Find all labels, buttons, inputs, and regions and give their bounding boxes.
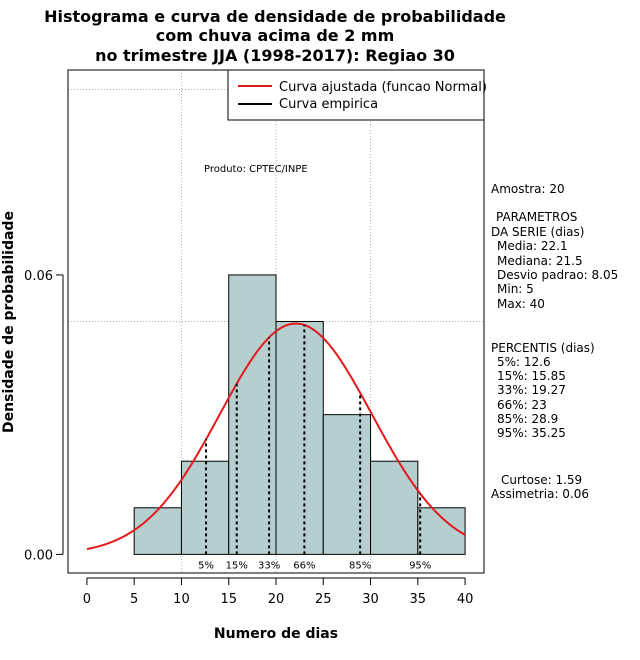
- x-tick-label: 0: [83, 592, 91, 607]
- histogram-bar: [322, 414, 372, 555]
- percentile-label: 66%: [293, 560, 315, 571]
- stats-panel: Amostra: 20 PARAMETROS DA SERIE (dias) M…: [491, 182, 618, 501]
- x-tick-label: 40: [457, 592, 474, 607]
- chart-title-line-1: Histograma e curva de densidade de proba…: [44, 7, 506, 26]
- fitted-normal-curve: [86, 322, 466, 551]
- stat-p15: 15%: 15.85: [497, 369, 566, 383]
- histogram-bar: [275, 321, 324, 555]
- legend-label-empirical-curve: Curva empirica: [279, 97, 378, 112]
- stat-param-header-2: DA SERIE (dias): [491, 225, 584, 239]
- stat-perc-header: PERCENTIS (dias): [491, 341, 595, 355]
- x-tick-label: 20: [268, 592, 285, 607]
- stat-min: Min: 5: [497, 282, 534, 296]
- stat-amostra: Amostra: 20: [491, 182, 565, 196]
- y-tick-label: 0.06: [24, 269, 53, 284]
- legend: Curva ajustada (funcao Normal) Curva emp…: [227, 69, 487, 121]
- stat-p85: 85%: 28.9: [497, 412, 558, 426]
- stat-p5: 5%: 12.6: [497, 355, 551, 369]
- legend-label-fitted-curve: Curva ajustada (funcao Normal): [279, 80, 487, 95]
- axes: 0 5 10 15 20 25 30 35 40 0.00 0.06: [24, 269, 473, 607]
- percentile-label: 85%: [349, 560, 371, 571]
- stat-p66: 66%: 23: [497, 398, 547, 412]
- x-tick-label: 25: [315, 592, 332, 607]
- stat-assimetria: Assimetria: 0.06: [491, 487, 589, 501]
- stat-mediana: Mediana: 21.5: [497, 254, 583, 268]
- stat-max: Max: 40: [497, 297, 545, 311]
- y-tick-label: 0.00: [24, 548, 53, 563]
- stat-p33: 33%: 19.27: [497, 383, 566, 397]
- histogram-bar: [133, 507, 182, 555]
- x-tick-label: 5: [130, 592, 138, 607]
- legend-box: [227, 69, 485, 121]
- chart-title-line-3: no trimestre JJA (1998-2017): Regiao 30: [95, 46, 455, 65]
- x-tick-label: 30: [362, 592, 379, 607]
- percentile-lines: 5% 15% 33% 66% 85% 95%: [198, 324, 431, 571]
- stat-p95: 95%: 35.25: [497, 426, 566, 440]
- chart-title-line-2: com chuva acima de 2 mm: [156, 26, 395, 45]
- stat-param-header-1: PARAMETROS: [496, 210, 577, 224]
- percentile-label: 5%: [198, 560, 214, 571]
- x-tick-label: 10: [173, 592, 190, 607]
- normal-curve-layer: [86, 322, 466, 551]
- percentile-label: 33%: [258, 560, 280, 571]
- x-tick-label: 15: [220, 592, 237, 607]
- x-tick-label: 35: [410, 592, 427, 607]
- product-label: Produto: CPTEC/INPE: [204, 164, 308, 175]
- x-axis-label: Numero de dias: [214, 626, 338, 642]
- stat-media: Media: 22.1: [497, 239, 568, 253]
- histogram-bar: [370, 460, 419, 555]
- histogram-bars: [133, 274, 466, 555]
- percentile-label: 95%: [409, 560, 431, 571]
- stat-desvio: Desvio padrao: 8.05: [497, 268, 618, 282]
- y-axis-label: Densidade de probabilidade: [1, 211, 17, 433]
- percentile-label: 15%: [226, 560, 248, 571]
- stat-curtose: Curtose: 1.59: [501, 473, 582, 487]
